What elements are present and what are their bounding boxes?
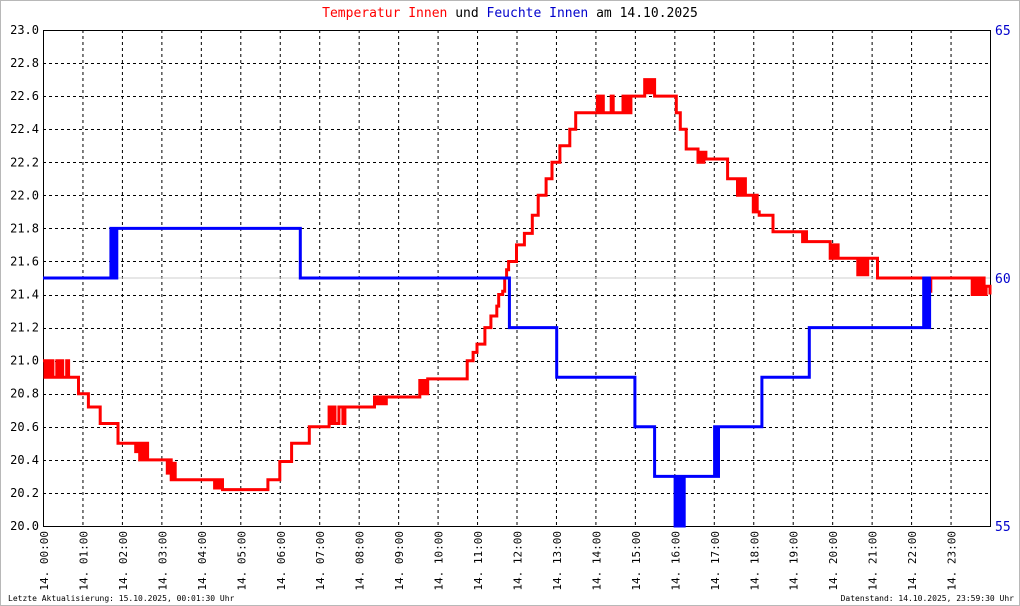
- y-left-tick-label: 22.2: [10, 155, 39, 169]
- y-right-tick-label: 55: [995, 520, 1011, 535]
- y-left-tick-label: 21.8: [10, 221, 39, 235]
- y-left-tick-label: 20.8: [10, 387, 39, 401]
- y-left-tick-label: 21.4: [10, 288, 39, 302]
- y-left-tick-label: 20.4: [10, 453, 39, 467]
- x-tick-label: 14. 17:00: [709, 531, 722, 591]
- y-right-tick-label: 60: [995, 272, 1011, 287]
- x-tick-label: 14. 01:00: [77, 531, 90, 591]
- x-tick-label: 14. 16:00: [669, 531, 682, 591]
- x-tick-label: 14. 19:00: [788, 531, 801, 591]
- series-line-temperature: [43, 78, 992, 492]
- x-tick-label: 14. 06:00: [275, 531, 288, 591]
- x-tick-label: 14. 18:00: [748, 531, 761, 591]
- y-right-tick-label: 65: [995, 24, 1011, 39]
- y-left-tick-label: 22.4: [10, 122, 39, 136]
- x-tick-label: 14. 11:00: [472, 531, 485, 591]
- series-line-humidity: [43, 226, 932, 528]
- x-tick-label: 14. 02:00: [117, 531, 130, 591]
- chart-title: Temperatur Innen und Feuchte Innen am 14…: [0, 6, 1020, 21]
- x-tick-label: 14. 12:00: [512, 531, 525, 591]
- footer-data-state: Datenstand: 14.10.2025, 23:59:30 Uhr: [840, 594, 1014, 603]
- title-und: und: [455, 6, 479, 21]
- y-left-tick-label: 21.2: [10, 321, 39, 335]
- x-tick-label: 14. 23:00: [946, 531, 959, 591]
- y-left-tick-label: 21.6: [10, 254, 39, 268]
- x-tick-label: 14. 22:00: [906, 531, 919, 591]
- x-tick-label: 14. 05:00: [235, 531, 248, 591]
- x-tick-label: 14. 04:00: [196, 531, 209, 591]
- x-tick-label: 14. 15:00: [630, 531, 643, 591]
- y-left-tick-label: 22.6: [10, 89, 39, 103]
- y-left-tick-label: 21.0: [10, 354, 39, 368]
- x-tick-label: 14. 10:00: [433, 531, 446, 591]
- series-group: [43, 78, 992, 528]
- axis-labels: 20.0 20.2 20.4 20.6 20.8 21.0 21.2 21.4 21.6 21.8…: [10, 23, 1011, 591]
- y-left-tick-label: 22.0: [10, 188, 39, 202]
- x-tick-label: 14. 09:00: [393, 531, 406, 591]
- y-left-tick-label: 20.2: [10, 486, 39, 500]
- x-tick-label: 14. 07:00: [314, 531, 327, 591]
- title-temperature: Temperatur Innen: [322, 6, 448, 21]
- x-tick-label: 14. 13:00: [551, 531, 564, 591]
- title-humidity: Feuchte Innen: [486, 6, 589, 21]
- x-tick-label: 14. 21:00: [867, 531, 880, 591]
- x-tick-label: 14. 08:00: [354, 531, 367, 591]
- y-left-tick-label: 23.0: [10, 23, 39, 37]
- title-date: am 14.10.2025: [596, 6, 698, 21]
- footer-last-update: Letzte Aktualisierung: 15.10.2025, 00:01…: [8, 594, 235, 603]
- x-tick-label: 14. 14:00: [590, 531, 603, 591]
- y-left-tick-label: 22.8: [10, 56, 39, 70]
- x-tick-label: 14. 20:00: [827, 531, 840, 591]
- x-tick-label: 14. 00:00: [38, 531, 51, 591]
- y-left-tick-label: 20.6: [10, 420, 39, 434]
- y-left-tick-label: 20.0: [10, 519, 39, 533]
- x-tick-label: 14. 03:00: [156, 531, 169, 591]
